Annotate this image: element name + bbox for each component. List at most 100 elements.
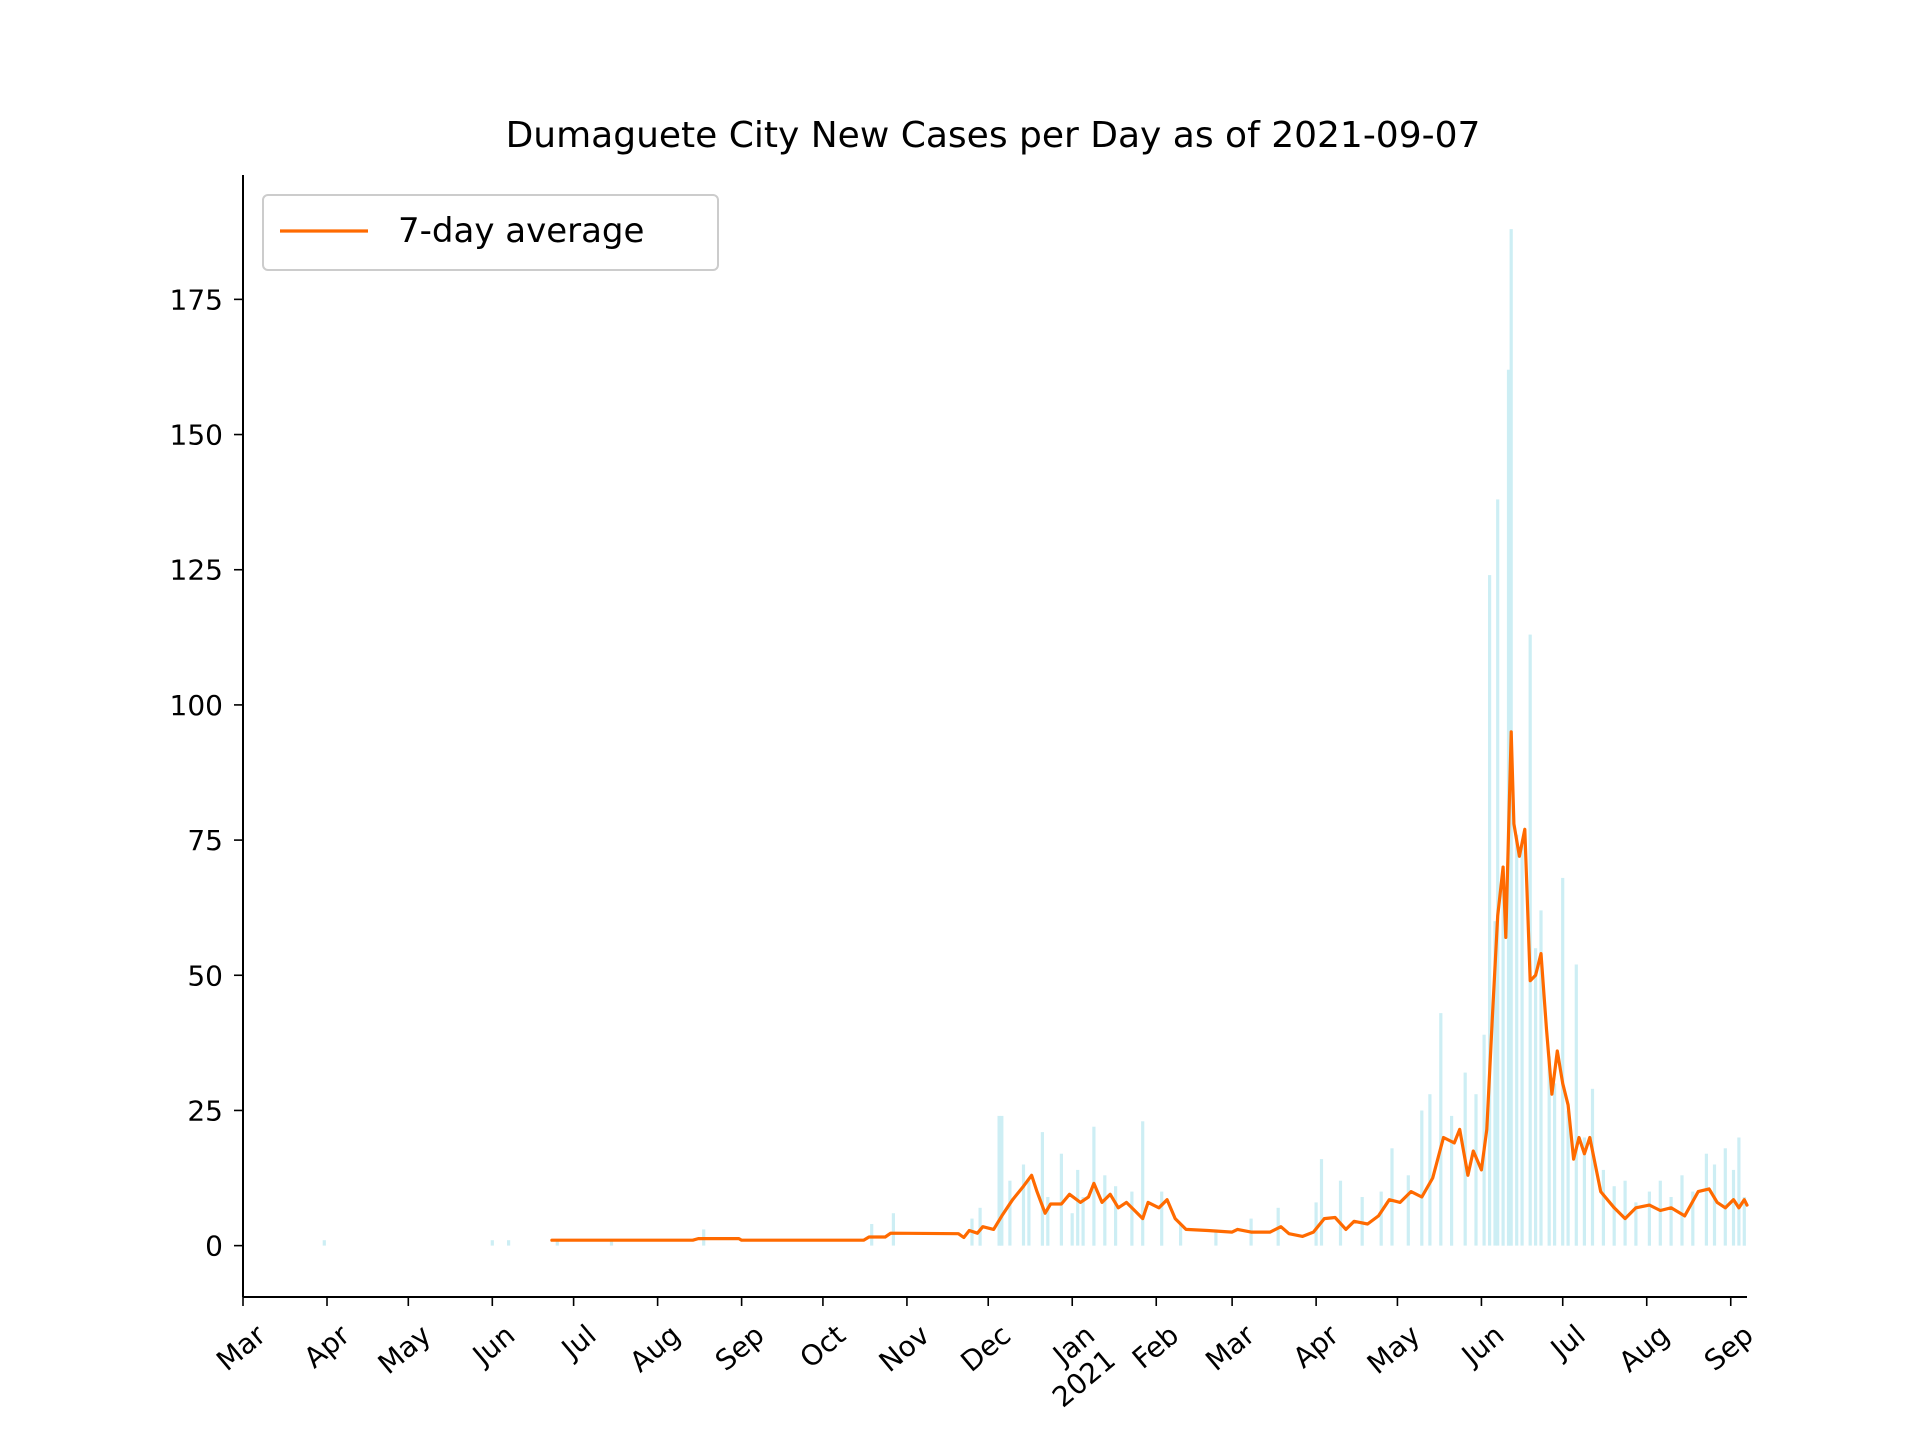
x-tick-label: Jun [465,1318,521,1373]
legend: 7-day average [262,194,719,271]
daily-case-bar [1539,910,1543,1246]
daily-case-bar [1737,1137,1741,1246]
daily-case-bar [1439,1013,1443,1246]
x-tick-label: Apr [298,1318,357,1375]
daily-case-bar [870,1224,874,1246]
daily-case-bar [1420,1110,1424,1246]
daily-case-bar [1496,499,1500,1246]
daily-case-bar [1574,964,1578,1246]
daily-case-bar [1723,1148,1727,1246]
x-tick-label-line: Dec [954,1318,1017,1378]
x-tick-label-line: Jul [1543,1318,1592,1366]
x-tick-label: May [372,1318,438,1380]
y-tick-label: 150 [170,419,223,452]
daily-case-bar [1076,1169,1080,1246]
daily-case-bar [1612,1186,1616,1246]
y-tick-label: 125 [170,554,223,587]
x-tick-label: May [1361,1318,1427,1380]
x-tick-label: Sep [709,1318,771,1377]
x-tick-label-line: Oct [793,1318,851,1374]
daily-case-bar [1081,1197,1085,1246]
x-tick-label: Jun [1454,1318,1510,1373]
daily-case-bar [997,1115,1001,1246]
daily-case-bar [1623,1180,1627,1246]
daily-case-bar [1059,1153,1063,1246]
daily-case-bar [1428,1094,1432,1246]
daily-case-bar [1590,1088,1595,1246]
daily-case-bar [1114,1186,1118,1246]
daily-case-bar [1390,1148,1394,1246]
x-tick-label-line: Aug [623,1318,686,1378]
daily-case-bar [1561,877,1565,1246]
daily-case-bar [1338,1180,1343,1246]
y-tick-label: 75 [187,824,223,857]
daily-case-bar [1179,1224,1183,1246]
x-tick-label-line: Jul [554,1318,603,1366]
daily-case-bar [1406,1175,1410,1246]
x-tick-label-line: May [1361,1318,1427,1380]
x-tick-label: Oct [793,1318,851,1374]
x-tick-label: Apr [1287,1318,1346,1375]
daily-case-bar [978,1207,982,1246]
daily-case-bar [1493,921,1497,1246]
y-tick-label: 100 [170,689,223,722]
daily-case-bar [1040,1132,1044,1246]
bars-layer [322,229,1746,1246]
daily-case-bar [1379,1191,1383,1246]
x-tick-label-line: May [372,1318,438,1380]
daily-case-bar [1027,1180,1031,1246]
daily-case-bar [1553,1083,1557,1246]
daily-case-bar [891,1213,895,1246]
daily-case-bar [322,1240,326,1246]
x-tick-label: Dec [954,1318,1017,1378]
legend-box [262,194,719,271]
daily-case-bar [1450,1115,1454,1246]
y-tick-label: 0 [205,1230,223,1263]
daily-case-bar [1160,1191,1164,1246]
daily-case-bar [1046,1197,1050,1246]
x-tick-label-line: Sep [709,1318,771,1377]
daily-case-bar [1021,1164,1026,1246]
x-tick-label-line: Nov [873,1318,936,1378]
daily-case-bar [1103,1175,1107,1246]
y-tick-label: 25 [187,1094,223,1127]
daily-case-bar [1634,1202,1638,1246]
daily-case-bar [1214,1229,1218,1246]
x-tick-label: Sep [1698,1318,1760,1377]
x-tick-label-line: Mar [1199,1318,1261,1378]
x-tick-label: Aug [623,1318,686,1378]
daily-case-bar [1704,1153,1708,1246]
daily-case-bar [1314,1202,1318,1246]
y-tick-label: 50 [187,959,223,992]
x-tick-label: Jul [554,1318,603,1366]
x-tick-label: Mar [1199,1318,1261,1378]
daily-case-bar [555,1240,559,1246]
x-tick-label-line: Jun [465,1318,521,1373]
x-tick-label-line: Jun [1454,1318,1510,1373]
daily-case-bar [1515,834,1519,1246]
daily-case-bar [1141,1121,1145,1246]
daily-case-bar [1000,1115,1004,1246]
daily-case-bar [1680,1175,1684,1246]
daily-case-bar [1488,575,1492,1246]
daily-case-bar [490,1240,494,1246]
daily-case-bar [1582,1137,1586,1246]
daily-case-bar [507,1240,511,1246]
chart-title: Dumaguete City New Cases per Day as of 2… [506,115,1481,156]
x-tick-label: Feb [1126,1318,1185,1375]
daily-case-bar [1742,1197,1746,1246]
daily-case-bar [1520,845,1524,1246]
daily-case-bar [1601,1169,1605,1246]
daily-case-bar [1547,1056,1551,1246]
daily-case-bar [1070,1213,1074,1246]
daily-case-bar [1130,1191,1134,1246]
legend-label: 7-day average [398,211,644,251]
daily-case-bar [1669,1197,1673,1246]
daily-case-bar [1474,1094,1478,1246]
x-tick-label: Aug [1612,1318,1675,1378]
daily-case-bar [1712,1164,1717,1246]
x-tick-label-line: Sep [1698,1318,1760,1377]
daily-case-bar [1658,1180,1662,1246]
x-tick-label-line: Aug [1612,1318,1675,1378]
